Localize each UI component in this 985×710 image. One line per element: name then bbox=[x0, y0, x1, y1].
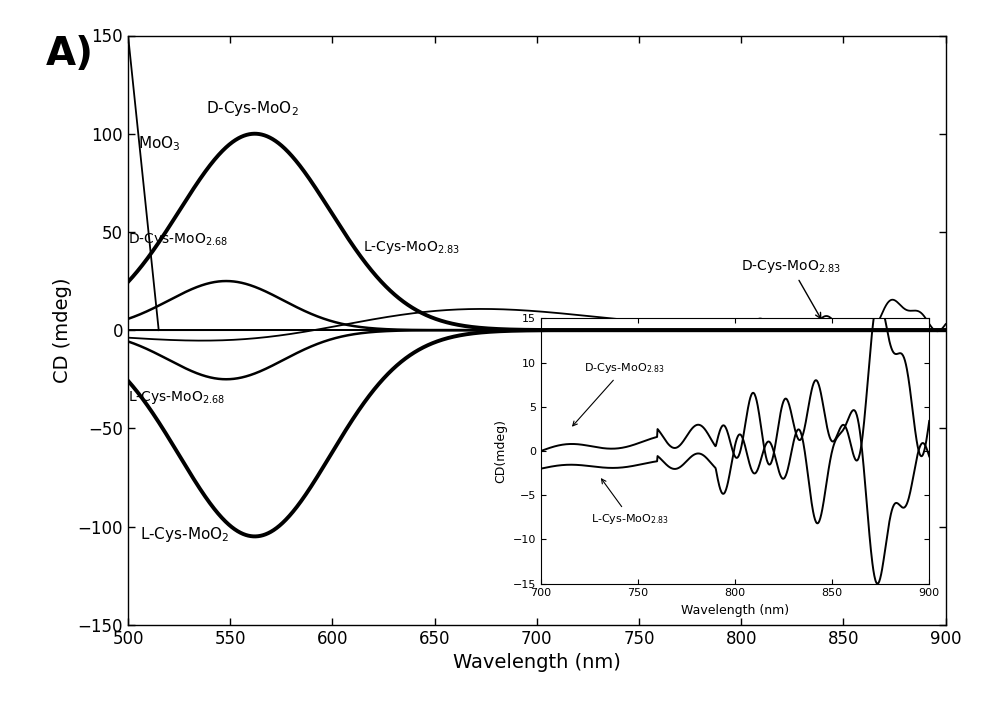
Text: MoO$_3$: MoO$_3$ bbox=[138, 135, 181, 153]
Text: D-Cys-MoO$_2$: D-Cys-MoO$_2$ bbox=[206, 99, 298, 118]
Y-axis label: CD (mdeg): CD (mdeg) bbox=[53, 278, 72, 383]
Text: L-Cys-MoO$_{2.68}$: L-Cys-MoO$_{2.68}$ bbox=[128, 389, 226, 406]
Text: D-Cys-MoO$_{2.68}$: D-Cys-MoO$_{2.68}$ bbox=[128, 231, 229, 248]
Text: D-Cys-MoO$_{2.83}$: D-Cys-MoO$_{2.83}$ bbox=[741, 258, 841, 319]
Text: L-Cys-MoO$_{2.83}$: L-Cys-MoO$_{2.83}$ bbox=[363, 239, 460, 256]
Text: A): A) bbox=[46, 36, 95, 74]
Text: L-Cys-MoO$_2$: L-Cys-MoO$_2$ bbox=[140, 525, 230, 544]
X-axis label: Wavelength (nm): Wavelength (nm) bbox=[453, 653, 621, 672]
